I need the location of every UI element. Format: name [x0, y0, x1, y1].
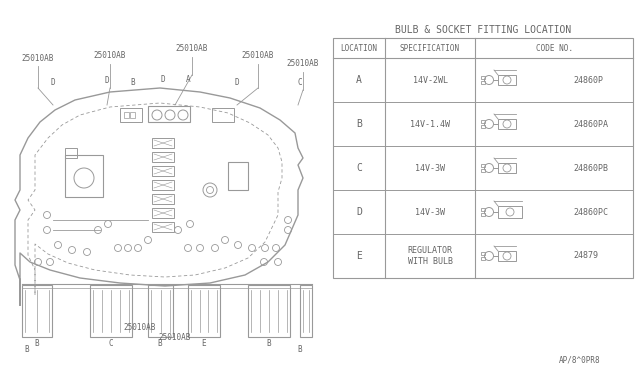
Bar: [228, 162, 248, 190]
Bar: [152, 208, 174, 218]
Bar: [498, 75, 516, 85]
Text: 25010AB: 25010AB: [242, 51, 274, 60]
Bar: [65, 155, 103, 197]
Text: B: B: [25, 346, 29, 355]
Bar: [481, 213, 485, 216]
Bar: [481, 125, 485, 128]
Bar: [481, 81, 485, 84]
Text: 25010AB: 25010AB: [287, 58, 319, 67]
Bar: [300, 285, 312, 337]
Text: C: C: [298, 77, 302, 87]
Text: 25010AB: 25010AB: [124, 323, 156, 331]
Bar: [481, 120, 485, 123]
Bar: [481, 76, 485, 79]
Text: 24860PA: 24860PA: [573, 119, 608, 128]
Bar: [148, 106, 190, 122]
Bar: [498, 251, 516, 261]
Text: 24860P: 24860P: [573, 76, 603, 84]
Bar: [148, 285, 173, 337]
Text: 14V-1.4W: 14V-1.4W: [410, 119, 450, 128]
Bar: [481, 252, 485, 255]
Text: C: C: [109, 339, 113, 347]
Text: B: B: [267, 339, 271, 347]
Bar: [188, 285, 220, 337]
Bar: [481, 164, 485, 167]
Text: AP/8^0PR8: AP/8^0PR8: [559, 356, 601, 365]
Bar: [120, 108, 142, 122]
Bar: [152, 222, 174, 232]
Bar: [212, 108, 234, 122]
Text: D: D: [235, 77, 239, 87]
Text: 25010AB: 25010AB: [22, 54, 54, 62]
Text: 25010AB: 25010AB: [94, 51, 126, 60]
Text: 14V-3W: 14V-3W: [415, 164, 445, 173]
Text: 25010AB: 25010AB: [159, 333, 191, 341]
Bar: [152, 180, 174, 190]
Text: A: A: [356, 75, 362, 85]
Bar: [65, 148, 77, 158]
Text: B: B: [356, 119, 362, 129]
Text: A: A: [186, 74, 190, 83]
Bar: [90, 285, 132, 337]
Bar: [152, 194, 174, 204]
Text: 14V-2WL: 14V-2WL: [413, 76, 447, 84]
Text: LOCATION: LOCATION: [340, 44, 378, 52]
Text: SPECIFICATION: SPECIFICATION: [400, 44, 460, 52]
Bar: [130, 112, 135, 118]
Bar: [498, 163, 516, 173]
Bar: [152, 166, 174, 176]
Text: 14V-3W: 14V-3W: [415, 208, 445, 217]
Bar: [333, 38, 633, 278]
Bar: [124, 112, 129, 118]
Text: D: D: [161, 74, 165, 83]
Text: D: D: [51, 77, 55, 87]
Bar: [481, 257, 485, 260]
Text: B: B: [157, 339, 163, 347]
Text: 24879: 24879: [573, 251, 598, 260]
Text: B: B: [131, 77, 135, 87]
Text: 25010AB: 25010AB: [176, 44, 208, 52]
Bar: [481, 169, 485, 172]
Text: 24860PC: 24860PC: [573, 208, 608, 217]
Text: REGULATOR
WITH BULB: REGULATOR WITH BULB: [408, 246, 452, 266]
Bar: [248, 285, 290, 337]
Bar: [481, 208, 485, 211]
Bar: [152, 138, 174, 148]
Text: E: E: [202, 339, 206, 347]
Text: 24860PB: 24860PB: [573, 164, 608, 173]
Bar: [152, 152, 174, 162]
Text: E: E: [356, 251, 362, 261]
Text: D: D: [356, 207, 362, 217]
Text: BULB & SOCKET FITTING LOCATION: BULB & SOCKET FITTING LOCATION: [395, 25, 571, 35]
Text: B: B: [298, 346, 302, 355]
Text: B: B: [35, 339, 39, 347]
Text: D: D: [105, 76, 109, 84]
Bar: [498, 206, 522, 218]
Bar: [22, 285, 52, 337]
Text: CODE NO.: CODE NO.: [536, 44, 573, 52]
Text: C: C: [356, 163, 362, 173]
Bar: [498, 119, 516, 129]
